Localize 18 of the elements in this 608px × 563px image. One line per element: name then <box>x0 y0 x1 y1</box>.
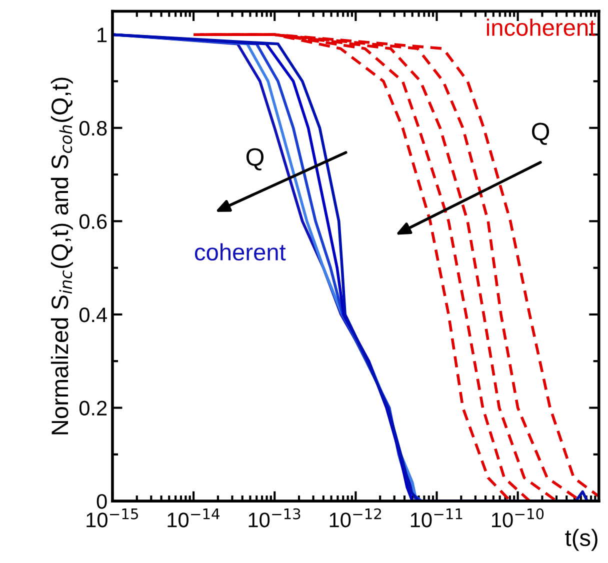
y-axis-title: Normalized S$_{inc}$(Q,t) and S$_{coh}$(Q,t) <box>50 78 73 434</box>
x-tick-label: 10$^{−12}$ <box>330 508 381 528</box>
y-tick-label: 0.6 <box>79 214 107 229</box>
x-tick-label: 10$^{−15}$ <box>86 508 138 528</box>
x-axis-title: t(s) <box>565 528 598 551</box>
y-tick-label: 0.4 <box>79 307 108 322</box>
y-tick-label: 0 <box>96 494 107 509</box>
x-tick-label: 10$^{−14}$ <box>168 508 220 528</box>
annotation: Q <box>246 148 264 170</box>
y-tick-label: 0.8 <box>79 120 107 136</box>
annotation: incoherent <box>486 18 596 36</box>
x-tick-label: 10$^{−13}$ <box>248 508 300 528</box>
y-tick-label: 0.2 <box>79 400 107 416</box>
y-tick-label: 1 <box>98 28 107 42</box>
annotation: Q <box>532 122 550 145</box>
x-tick-label: 10$^{−10}$ <box>492 508 544 528</box>
annotation: coherent <box>194 243 286 261</box>
x-tick-label: 10$^{−11}$ <box>410 508 462 528</box>
